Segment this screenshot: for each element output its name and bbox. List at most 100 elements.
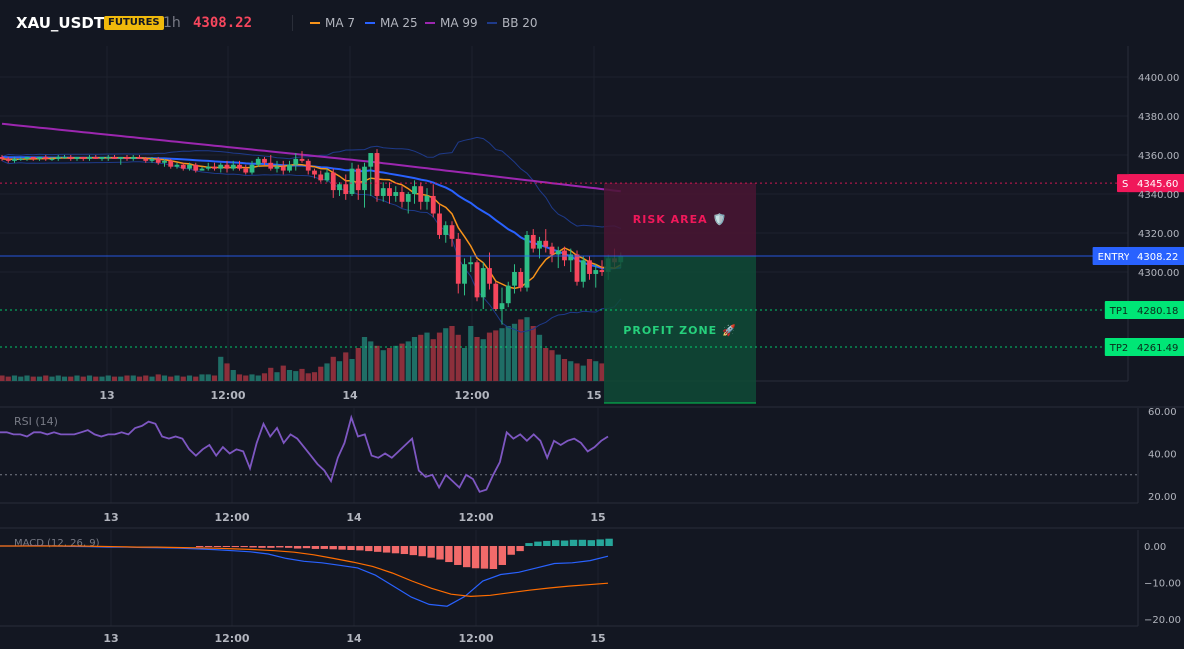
time-tick-label: 14 <box>342 389 358 402</box>
volume-bar <box>93 376 99 381</box>
candle-body <box>62 156 67 158</box>
volume-bar <box>43 375 49 381</box>
macd-histogram-bar <box>436 546 444 560</box>
symbol-name[interactable]: XAU_USDT <box>16 14 105 32</box>
candle-body <box>212 166 217 169</box>
volume-bar <box>474 337 480 381</box>
candle-body <box>599 270 605 272</box>
macd-title: MACD (12, 26, 9) <box>14 538 100 549</box>
interval-label[interactable]: 1h <box>163 15 181 31</box>
macd-histogram-bar <box>569 539 578 546</box>
candle-body <box>374 153 380 196</box>
macd-panel[interactable]: MACD (12, 26, 9) 0.00 −10.00 −20.00 <box>0 538 1181 626</box>
candle-body <box>30 156 36 159</box>
macd-histogram-bar <box>293 546 302 549</box>
volume-bar <box>549 350 555 381</box>
candle-body <box>249 164 255 173</box>
macd-histogram-bar <box>498 546 506 565</box>
candle-body <box>112 156 117 159</box>
volume-bar <box>593 361 599 381</box>
macd-histogram-bar <box>578 539 587 546</box>
candle-body <box>412 186 417 194</box>
candle-body <box>593 270 599 274</box>
candle-body <box>237 164 242 169</box>
volume-bar <box>168 376 174 381</box>
time-tick-label: 12:00 <box>458 632 493 645</box>
legend-ma7[interactable]: MA 7 <box>310 14 355 32</box>
price-panel[interactable]: RISK AREA 🛡️ PROFIT ZONE 🚀 SL: 4345.64345… <box>0 122 1184 404</box>
macd-tick-label: 0.00 <box>1144 542 1166 553</box>
volume-bar <box>311 372 318 381</box>
volume-bar <box>536 334 543 381</box>
volume-bar <box>211 375 218 381</box>
macd-histogram-bar <box>445 546 453 563</box>
candle-body <box>518 272 524 288</box>
candle-body <box>343 184 349 194</box>
macd-line <box>0 544 609 607</box>
candle-body <box>93 156 99 159</box>
candle-body <box>255 158 261 165</box>
candle-body <box>568 254 574 261</box>
macd-histogram-bar <box>356 546 364 551</box>
volume-bar <box>161 375 168 381</box>
volume-bar <box>380 350 386 381</box>
candle-body <box>293 158 299 165</box>
candle-body <box>312 170 317 175</box>
volume-bar <box>443 328 449 381</box>
macd-histogram-bar <box>427 546 435 558</box>
volume-bar <box>468 326 474 381</box>
level-price-tag-tp2 <box>1129 338 1184 356</box>
candle-body <box>362 166 367 191</box>
candle-body <box>124 156 130 159</box>
volume-bar <box>374 345 380 381</box>
legend-bb20[interactable]: BB 20 <box>487 14 538 32</box>
level-price-entry: 4308.22 <box>1137 252 1178 263</box>
candle-body <box>318 174 324 181</box>
candle-body <box>0 156 5 159</box>
candle-body <box>68 156 74 159</box>
time-tick-label: 13 <box>103 632 118 645</box>
volume-bar <box>386 348 393 381</box>
moving-averages <box>1 122 622 290</box>
volume-bar <box>186 375 193 381</box>
macd-histogram-bar <box>543 540 551 546</box>
macd-histogram-bar <box>463 546 471 568</box>
macd-histogram-bar <box>338 546 346 550</box>
volume-bar <box>499 328 505 381</box>
candle-body <box>368 153 374 167</box>
candle-body <box>305 160 311 171</box>
volume-bar <box>493 330 499 381</box>
candle-body <box>562 250 567 261</box>
volume-bar <box>11 375 18 381</box>
macd-histogram-bar <box>605 538 613 546</box>
legend-ma99[interactable]: MA 99 <box>425 14 478 32</box>
legend-ma99-label: MA 99 <box>440 16 478 30</box>
volume-bar <box>580 365 586 381</box>
candle-body <box>337 184 342 191</box>
time-tick-label: 14 <box>346 511 362 524</box>
volume-bar <box>199 374 205 381</box>
volume-bar <box>124 375 130 381</box>
legend-ma25[interactable]: MA 25 <box>365 14 418 32</box>
volume-bar <box>249 374 255 381</box>
volume-bar <box>205 374 211 381</box>
trade-zones: RISK AREA 🛡️ PROFIT ZONE 🚀 <box>604 183 756 404</box>
macd-histogram-bar <box>267 546 275 548</box>
profit-zone-label: PROFIT ZONE 🚀 <box>623 324 736 337</box>
macd-histogram-bar <box>400 546 409 555</box>
candle-body <box>193 164 199 171</box>
volume-bar <box>518 319 524 381</box>
macd-histogram-bar <box>391 546 400 554</box>
rsi-panel[interactable]: RSI (14) 60.00 40.00 20.00 <box>0 407 1177 503</box>
risk-area-zone <box>604 183 756 256</box>
volume-bar <box>355 348 361 381</box>
candle-body <box>299 158 305 161</box>
level-price-tag-sl <box>1129 174 1184 193</box>
candlesticks <box>0 149 624 325</box>
candle-body <box>80 156 86 159</box>
level-price-sl: 4345.60 <box>1137 179 1178 190</box>
volume-bar <box>255 375 261 381</box>
volume-bar <box>299 368 305 381</box>
level-price-tag-tp1 <box>1129 301 1184 319</box>
